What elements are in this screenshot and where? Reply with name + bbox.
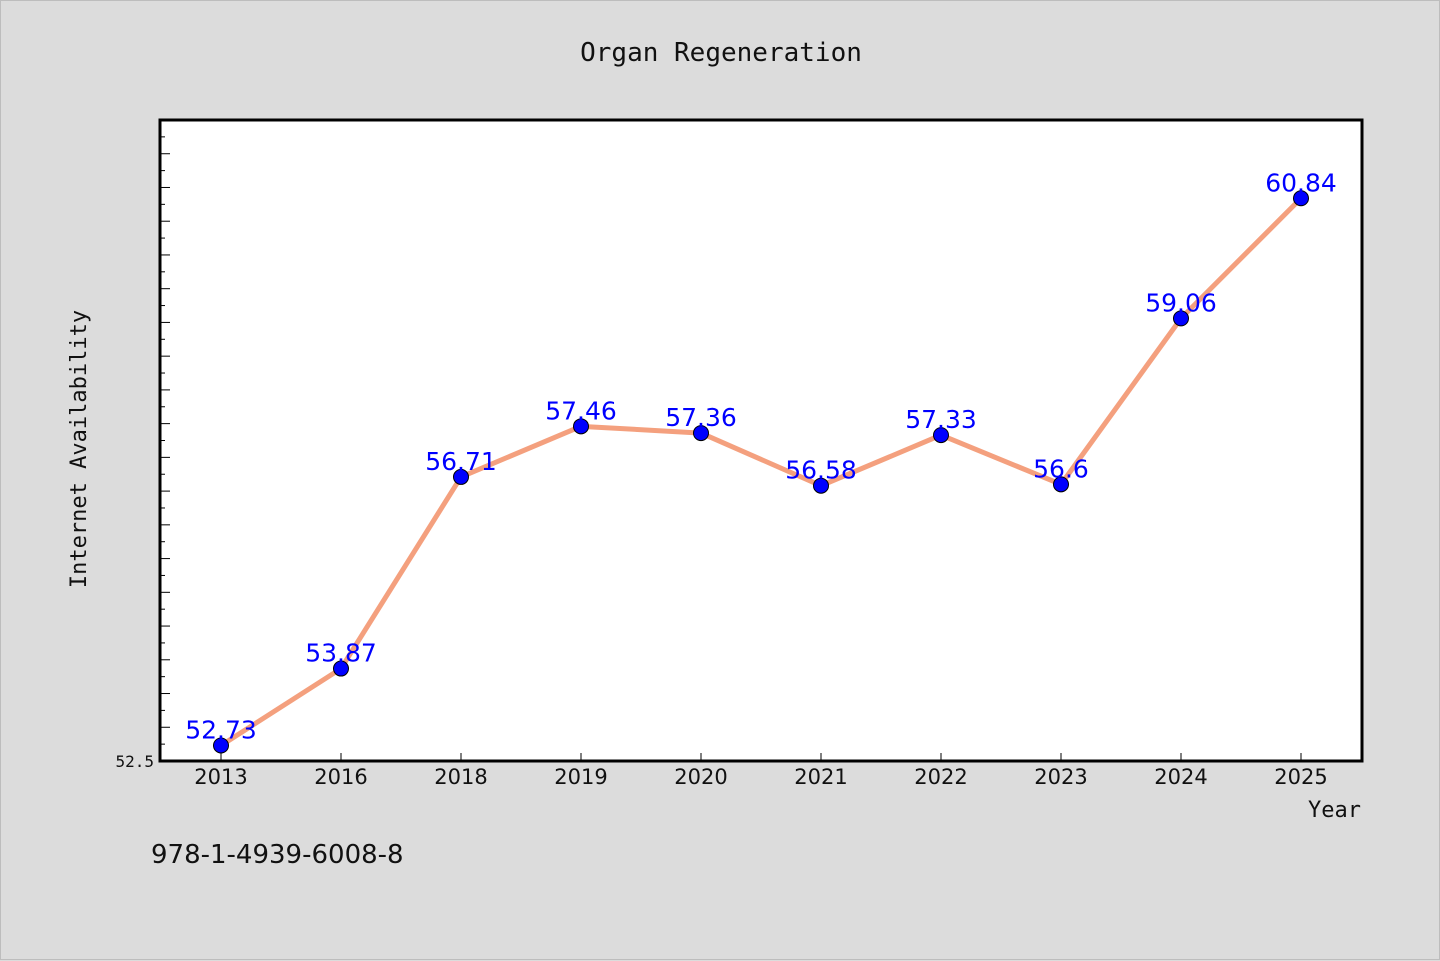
data-points [213,190,1309,754]
chart-title: Organ Regeneration [580,38,862,68]
data-labels: 52.73 53.87 56.71 57.46 57.36 56.58 57.33 56.6 5… [185,168,1337,744]
data-label: 56.71 [425,447,497,476]
x-tick-label: 2024 [1154,765,1207,789]
data-point [333,660,349,677]
y-axis-ticks: 52.5 [115,119,170,771]
x-tick-label: 2018 [434,765,487,789]
series-line [219,196,1303,748]
data-point [693,425,709,442]
data-label: 60.84 [1265,168,1337,197]
x-axis-label: Year [1308,798,1361,823]
data-label: 56.6 [1033,454,1089,483]
data-point [813,477,829,494]
data-point [453,468,469,485]
x-tick-label: 2020 [674,765,727,789]
isbn-footer: 978-1-4939-6008-8 [151,840,404,870]
data-label: 57.46 [545,396,617,425]
data-label: 57.36 [665,403,737,432]
data-label: 52.73 [185,715,257,744]
x-tick-label: 2019 [554,765,607,789]
y-tick-label: 52.5 [115,752,154,771]
data-point [573,418,589,435]
y-axis-label: Internet Availability [67,310,92,588]
x-tick-label: 2022 [914,765,967,789]
data-point [213,737,229,754]
x-tick-label: 2025 [1274,765,1327,789]
data-label: 59.06 [1145,288,1217,317]
data-point [1053,476,1069,493]
data-point [1173,310,1189,327]
x-tick-label: 2023 [1034,765,1087,789]
x-tick-label: 2013 [194,765,247,789]
data-label: 56.58 [785,456,857,485]
plot-area [158,118,1364,763]
x-axis-ticks: 2013 2016 2018 2019 2020 2021 2022 2023 2024 2025 [194,753,1328,789]
x-tick-label: 2021 [794,765,847,789]
data-point [1293,190,1309,207]
x-tick-label: 2016 [314,765,367,789]
data-label: 57.33 [905,405,977,434]
data-point [933,427,949,444]
data-label: 53.87 [305,639,377,668]
